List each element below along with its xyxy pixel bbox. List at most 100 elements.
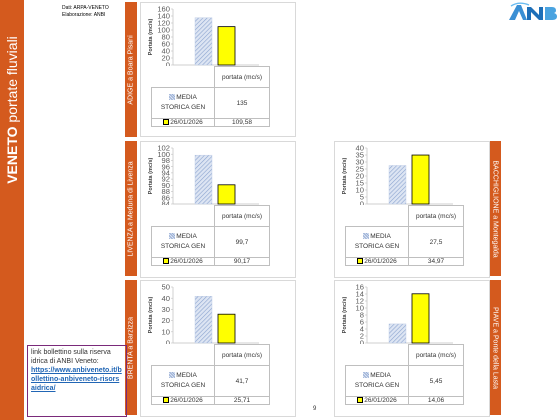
y-tick-label: 40: [162, 47, 170, 56]
y-tick-label: 10: [356, 304, 364, 313]
y-tick-label: 100: [157, 26, 170, 35]
y-tick-label: 88: [162, 187, 170, 196]
bar-media-storica: [194, 296, 213, 344]
y-tick-label: 0: [166, 61, 170, 70]
bar-current-date: [411, 154, 430, 205]
table-header-blank: [346, 206, 409, 227]
anbi-logo: [509, 2, 557, 20]
legend-swatch-media: [169, 233, 176, 240]
y-tick-label: 0: [360, 339, 364, 348]
series-name: MEDIA STORICA GEN: [160, 94, 206, 111]
series-name-cell: MEDIA STORICA GEN: [345, 226, 409, 258]
series-name: 26/01/2026: [364, 397, 397, 404]
series-name: MEDIA STORICA GEN: [354, 372, 400, 389]
data-label: 34,97: [408, 257, 464, 266]
y-tick-label: 8: [360, 311, 364, 320]
data-table: portata (mc/s) MEDIA STORICA GEN 5,45 26/01…: [345, 344, 464, 405]
bar-media-storica: [194, 154, 213, 205]
y-tick-label: 98: [162, 156, 170, 165]
source-line-1: Dati: ARPA-VENETO: [62, 5, 109, 11]
data-table: portata (mc/s) MEDIA STORICA GEN 135 26/01/…: [151, 66, 270, 127]
y-tick-label: 96: [162, 162, 170, 171]
x-axis-title: portata (mc/s): [214, 66, 270, 88]
table-header-row: portata (mc/s): [346, 344, 464, 366]
region-title-bold: VENETO: [4, 126, 20, 184]
y-tick-label: 4: [360, 325, 364, 334]
y-tick-label: 100: [157, 150, 170, 159]
y-tick-label: 94: [162, 168, 170, 177]
series-name-cell: 26/01/2026: [345, 257, 409, 266]
station-label-livenza: LIVENZA a Meduna di Livenza: [127, 160, 135, 257]
bulletin-link-text: link bollettino sulla riserva idrica di …: [31, 349, 111, 365]
data-label: 5,45: [408, 365, 464, 397]
y-tick-label: 15: [356, 179, 364, 188]
y-tick-label: 40: [356, 144, 364, 153]
source-line-2: Elaborazione: ANBI: [62, 12, 106, 18]
y-tick-label: 102: [157, 144, 170, 153]
data-label: 14,06: [408, 396, 464, 405]
bar-chart: 0510152025303540 Portata (mc/s): [342, 144, 453, 209]
table-row: 26/01/2026 34,97: [345, 257, 464, 266]
series-name-cell: 26/01/2026: [345, 396, 409, 405]
y-tick-label: 25: [356, 165, 364, 174]
station-band-brenta: BRENTA a Barzizza: [125, 280, 137, 415]
legend-swatch-media: [169, 94, 176, 101]
chart-panel-brenta: 01020304050Portata (mc/s)portata (mc/s)M…: [140, 280, 296, 417]
y-axis-title: Portata (mc/s): [148, 157, 154, 194]
station-band-livenza: LIVENZA a Meduna di Livenza: [125, 141, 137, 276]
station-band-bacchiglione: BACCHIGLIONE a Montegalda: [489, 141, 501, 276]
bulletin-link[interactable]: https://www.anbiveneto.it/bollettino-anb…: [31, 367, 122, 392]
series-name: MEDIA STORICA GEN: [160, 372, 206, 389]
table-header-row: portata (mc/s): [152, 344, 270, 366]
table-row: MEDIA STORICA GEN 27,5: [345, 226, 464, 258]
y-tick-label: 12: [356, 297, 364, 306]
data-label: 25,71: [214, 396, 270, 405]
chart-panel-piave: 0246810121416 Portata (mc/s) portata (mc/s…: [334, 280, 490, 417]
x-axis-title: portata (mc/s): [408, 344, 464, 366]
y-tick-label: 84: [162, 200, 170, 209]
table-header-blank: [346, 345, 409, 366]
page-number: 9: [313, 406, 317, 412]
series-name-cell: 26/01/2026: [151, 257, 215, 266]
bar-current-date: [217, 26, 236, 66]
table-row: MEDIA STORICA GEN 5,45: [345, 365, 464, 397]
data-source: Dati: ARPA-VENETO Elaborazione: ANBI: [62, 5, 109, 19]
y-tick-label: 60: [162, 40, 170, 49]
bar-chart: 8486889092949698100102Portata (mc/s): [148, 144, 259, 209]
series-name-cell: 26/01/2026: [151, 396, 215, 405]
y-axis-title: Portata (mc/s): [342, 296, 348, 333]
y-tick-label: 10: [356, 186, 364, 195]
table-header-blank: [152, 206, 215, 227]
series-name-cell: MEDIA STORICA GEN: [345, 365, 409, 397]
y-tick-label: 80: [162, 33, 170, 42]
bar-chart: 020406080100120140160Portata (mc/s): [148, 5, 259, 70]
y-axis-title: Portata (mc/s): [148, 296, 154, 333]
bar-current-date: [217, 184, 236, 205]
bar-media-storica: [194, 17, 213, 66]
data-label: 135: [214, 87, 270, 119]
y-axis-title: Portata (mc/s): [342, 157, 348, 194]
table-row: 26/01/2026 90,17: [151, 257, 270, 266]
series-name: 26/01/2026: [364, 258, 397, 265]
chart-panel-livenza: 8486889092949698100102Portata (mc/s)port…: [140, 141, 296, 278]
y-tick-label: 5: [360, 193, 364, 202]
bar-media-storica: [388, 165, 407, 205]
y-tick-label: 20: [162, 316, 170, 325]
data-table: portata (mc/s) MEDIA STORICA GEN 27,5 26/01…: [345, 205, 464, 266]
bar-current-date: [411, 293, 430, 344]
y-tick-label: 35: [356, 151, 364, 160]
station-label-piave: PIAVE a Ponte della Lasta: [491, 306, 499, 389]
station-band-adige: ADIGE a Boara Pisani: [125, 2, 137, 137]
table-row: MEDIA STORICA GEN 41,7: [151, 365, 270, 397]
y-tick-label: 30: [356, 158, 364, 167]
data-label: 90,17: [214, 257, 270, 266]
bar-chart: 0246810121416 Portata (mc/s): [342, 283, 453, 348]
legend-swatch-media: [169, 372, 176, 379]
y-tick-label: 16: [356, 283, 364, 292]
chart-panel-adige: 020406080100120140160Portata (mc/s)porta…: [140, 2, 296, 137]
station-label-adige: ADIGE a Boara Pisani: [127, 34, 135, 105]
data-label: 27,5: [408, 226, 464, 258]
series-name: MEDIA STORICA GEN: [354, 233, 400, 250]
y-tick-label: 20: [356, 172, 364, 181]
data-table: portata (mc/s) MEDIA STORICA GEN 41,7 26/01…: [151, 344, 270, 405]
